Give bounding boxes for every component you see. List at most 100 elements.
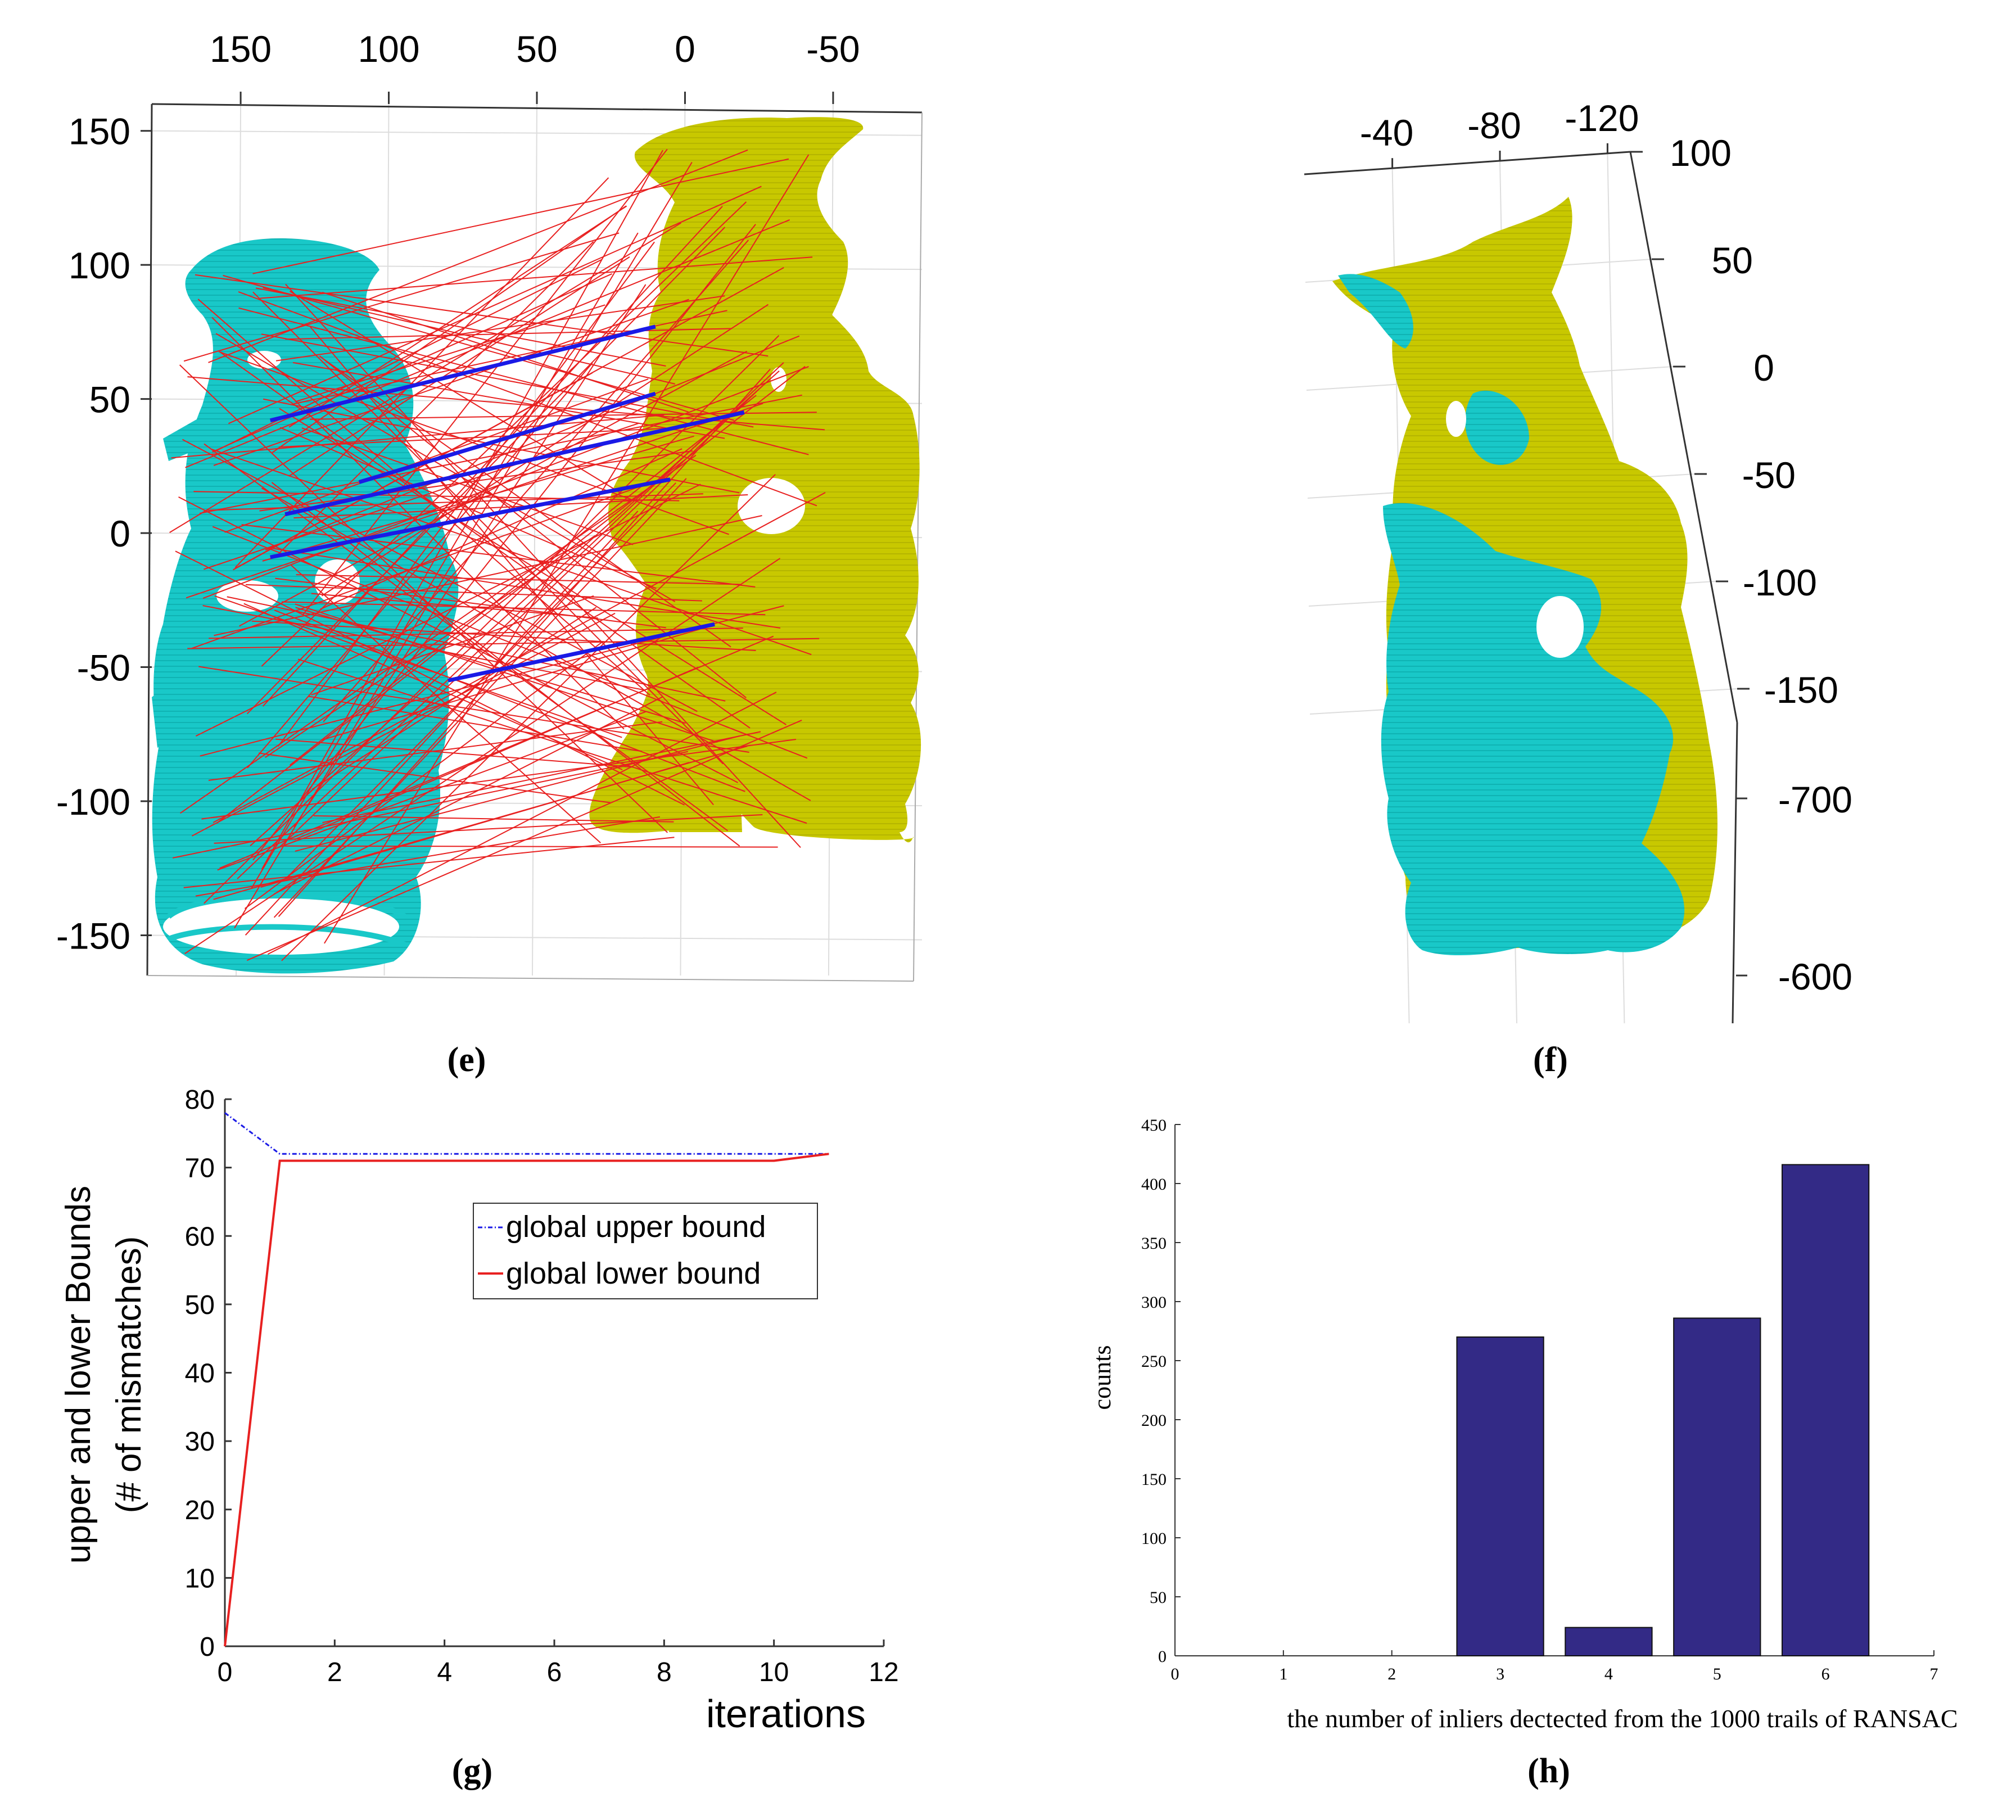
panel-f-y-tick-label: 50	[1712, 240, 1753, 281]
panel-e-outlier-line	[185, 219, 790, 468]
panel-e-outlier-line	[285, 328, 732, 340]
panel-e-inlier-line	[358, 391, 656, 484]
panel-e-outlier-line	[180, 454, 697, 814]
panel-e-outlier-line	[320, 448, 682, 610]
panel-e-x-tick-label: 150	[210, 28, 272, 70]
panel-e-outlier-line	[296, 574, 742, 585]
panel-e-x-tick-label: 50	[516, 28, 557, 70]
panel-e-outlier-line	[251, 620, 756, 651]
panel-e-outlier-line	[321, 304, 769, 597]
panel-f-caption: (f)	[1533, 1041, 1568, 1079]
panel-e-outlier-line	[204, 422, 639, 570]
panel-e-y-ticks: 150 100 50 0 -50 -100 -150	[56, 111, 152, 956]
panel-e-y-tick-label: 50	[89, 379, 130, 421]
panel-e-olive-cloud	[589, 117, 921, 843]
panel-e-outlier-line	[239, 350, 748, 627]
panel-g-y-tick-label: 50	[185, 1290, 215, 1320]
panel-e-outlier-line	[280, 845, 778, 848]
panel-e-outlier-line	[323, 240, 749, 722]
panel-h-bars	[1456, 1164, 1870, 1657]
panel-h-x-tick-label: 7	[1930, 1665, 1938, 1683]
panel-e-outlier-line	[245, 584, 702, 602]
panel-e-outlier-line	[184, 558, 781, 954]
panel-e-outlier-line	[324, 154, 810, 944]
panel-g-legend-box	[473, 1203, 818, 1299]
panel-h-x-tick-label: 3	[1496, 1665, 1504, 1683]
panel-f-x-tick-label: -120	[1565, 97, 1639, 139]
panel-e-outlier-line	[178, 496, 739, 783]
panel-e-outlier-line	[267, 692, 777, 955]
panel-e-inlier-line	[270, 477, 671, 559]
panel-e-outlier-line	[319, 356, 731, 648]
panel-e-outlier-line	[289, 291, 622, 494]
panel-h-y-tick-label: 350	[1141, 1234, 1167, 1253]
panel-e-outlier-line	[292, 362, 725, 439]
panel-f-z-tick-label: -700	[1778, 779, 1852, 820]
panel-f-axis-top	[1304, 151, 1631, 175]
panel-e-outlier-line	[261, 333, 754, 428]
panel-g-x-label: iterations	[706, 1692, 866, 1736]
panel-h-x-label: the number of inliers dectected from the…	[1287, 1704, 1958, 1733]
panel-e-outlier-line	[217, 711, 646, 871]
panel-f-y-tick-label: 0	[1753, 347, 1774, 389]
panel-e-inlier-line	[269, 324, 656, 423]
panel-h-x-tick-label: 2	[1387, 1665, 1396, 1683]
panel-e-outlier-line	[295, 603, 718, 743]
panel-e-outlier-line	[261, 201, 747, 667]
panel-e-y-tick-label: -50	[77, 647, 130, 689]
panel-e-y-tick-label: 150	[69, 111, 130, 152]
panel-e-outlier-line	[244, 641, 604, 909]
panel-e-outlier-line	[319, 355, 747, 698]
panel-e-outlier-line	[179, 364, 668, 833]
panel-e-outlier-line	[274, 609, 745, 792]
panel-e-outlier-line	[294, 666, 699, 841]
panel-g-x-tick-label: 12	[869, 1658, 898, 1687]
panel-e-outlier-line	[171, 414, 665, 459]
panel-h-y-tick-label: 200	[1141, 1411, 1167, 1430]
panel-e-outlier-line	[204, 335, 780, 904]
panel-e-olive-holes	[738, 367, 805, 534]
panel-h-bar	[1456, 1336, 1544, 1656]
panel-g-x-tick-label: 4	[437, 1658, 452, 1687]
panel-h-ransac-histogram: 0 1 2 3 4 5 6 7 0 50 100 150 200 250 300 350 400 450 coun…	[1088, 1116, 1958, 1790]
panel-f-aligned: -40 -80 -120 100 50 0 -50 -100 -150 -700 -600 (f)	[1304, 97, 1852, 1079]
panel-e-outlier-line	[255, 287, 666, 367]
panel-e-outlier-line	[214, 814, 763, 844]
panel-g-y-label-line1: upper and lower Bounds	[59, 1186, 98, 1564]
panel-e-outlier-line	[182, 439, 698, 712]
panel-e-outlier-line	[187, 376, 825, 431]
panel-e-outlier-line	[251, 232, 639, 889]
panel-f-x-tick-label: -40	[1360, 112, 1413, 153]
panel-e-outlier-line	[213, 746, 748, 900]
panel-f-y-tick-label: 100	[1670, 132, 1732, 174]
panel-g-legend-lower-label: global lower bound	[506, 1257, 761, 1290]
panel-e-outlier-line	[191, 477, 666, 649]
panel-g-legend-upper-label: global upper bound	[506, 1210, 766, 1244]
panel-g-y-tick-label: 0	[200, 1632, 215, 1662]
panel-e-inlier-line	[284, 410, 745, 517]
panel-e-y-tick-label: 100	[69, 245, 130, 286]
panel-f-x-tick-label: -80	[1467, 105, 1521, 146]
panel-e-inlier-matches	[269, 324, 745, 683]
panel-e-outlier-line	[287, 482, 676, 877]
panel-e-outlier-line	[289, 395, 757, 766]
panel-e-correspondences: 150 100 50 0 -50 150 100 50 0 -50 -100 -150 (e)	[56, 28, 923, 1079]
panel-e-outlier-line	[308, 696, 642, 752]
panel-e-outlier-line	[187, 638, 820, 649]
panel-f-z-tick-label: -600	[1778, 956, 1852, 997]
panel-e-outlier-line	[169, 222, 682, 533]
panel-e-outlier-line	[220, 351, 751, 729]
panel-g-lower-bound-line	[224, 1153, 829, 1647]
panel-e-outlier-line	[295, 735, 740, 852]
panel-e-outlier-line	[228, 186, 762, 424]
panel-e-outlier-line	[183, 232, 620, 362]
panel-e-outlier-line	[275, 295, 725, 362]
panel-h-bar	[1565, 1627, 1653, 1657]
panel-e-caption: (e)	[448, 1041, 486, 1079]
panel-e-axis-top	[151, 103, 923, 114]
panel-e-outlier-line	[219, 351, 729, 535]
panel-g-x-tick-label: 0	[218, 1658, 233, 1687]
panel-h-y-label: counts	[1088, 1345, 1116, 1410]
panel-e-outlier-line	[297, 658, 807, 824]
